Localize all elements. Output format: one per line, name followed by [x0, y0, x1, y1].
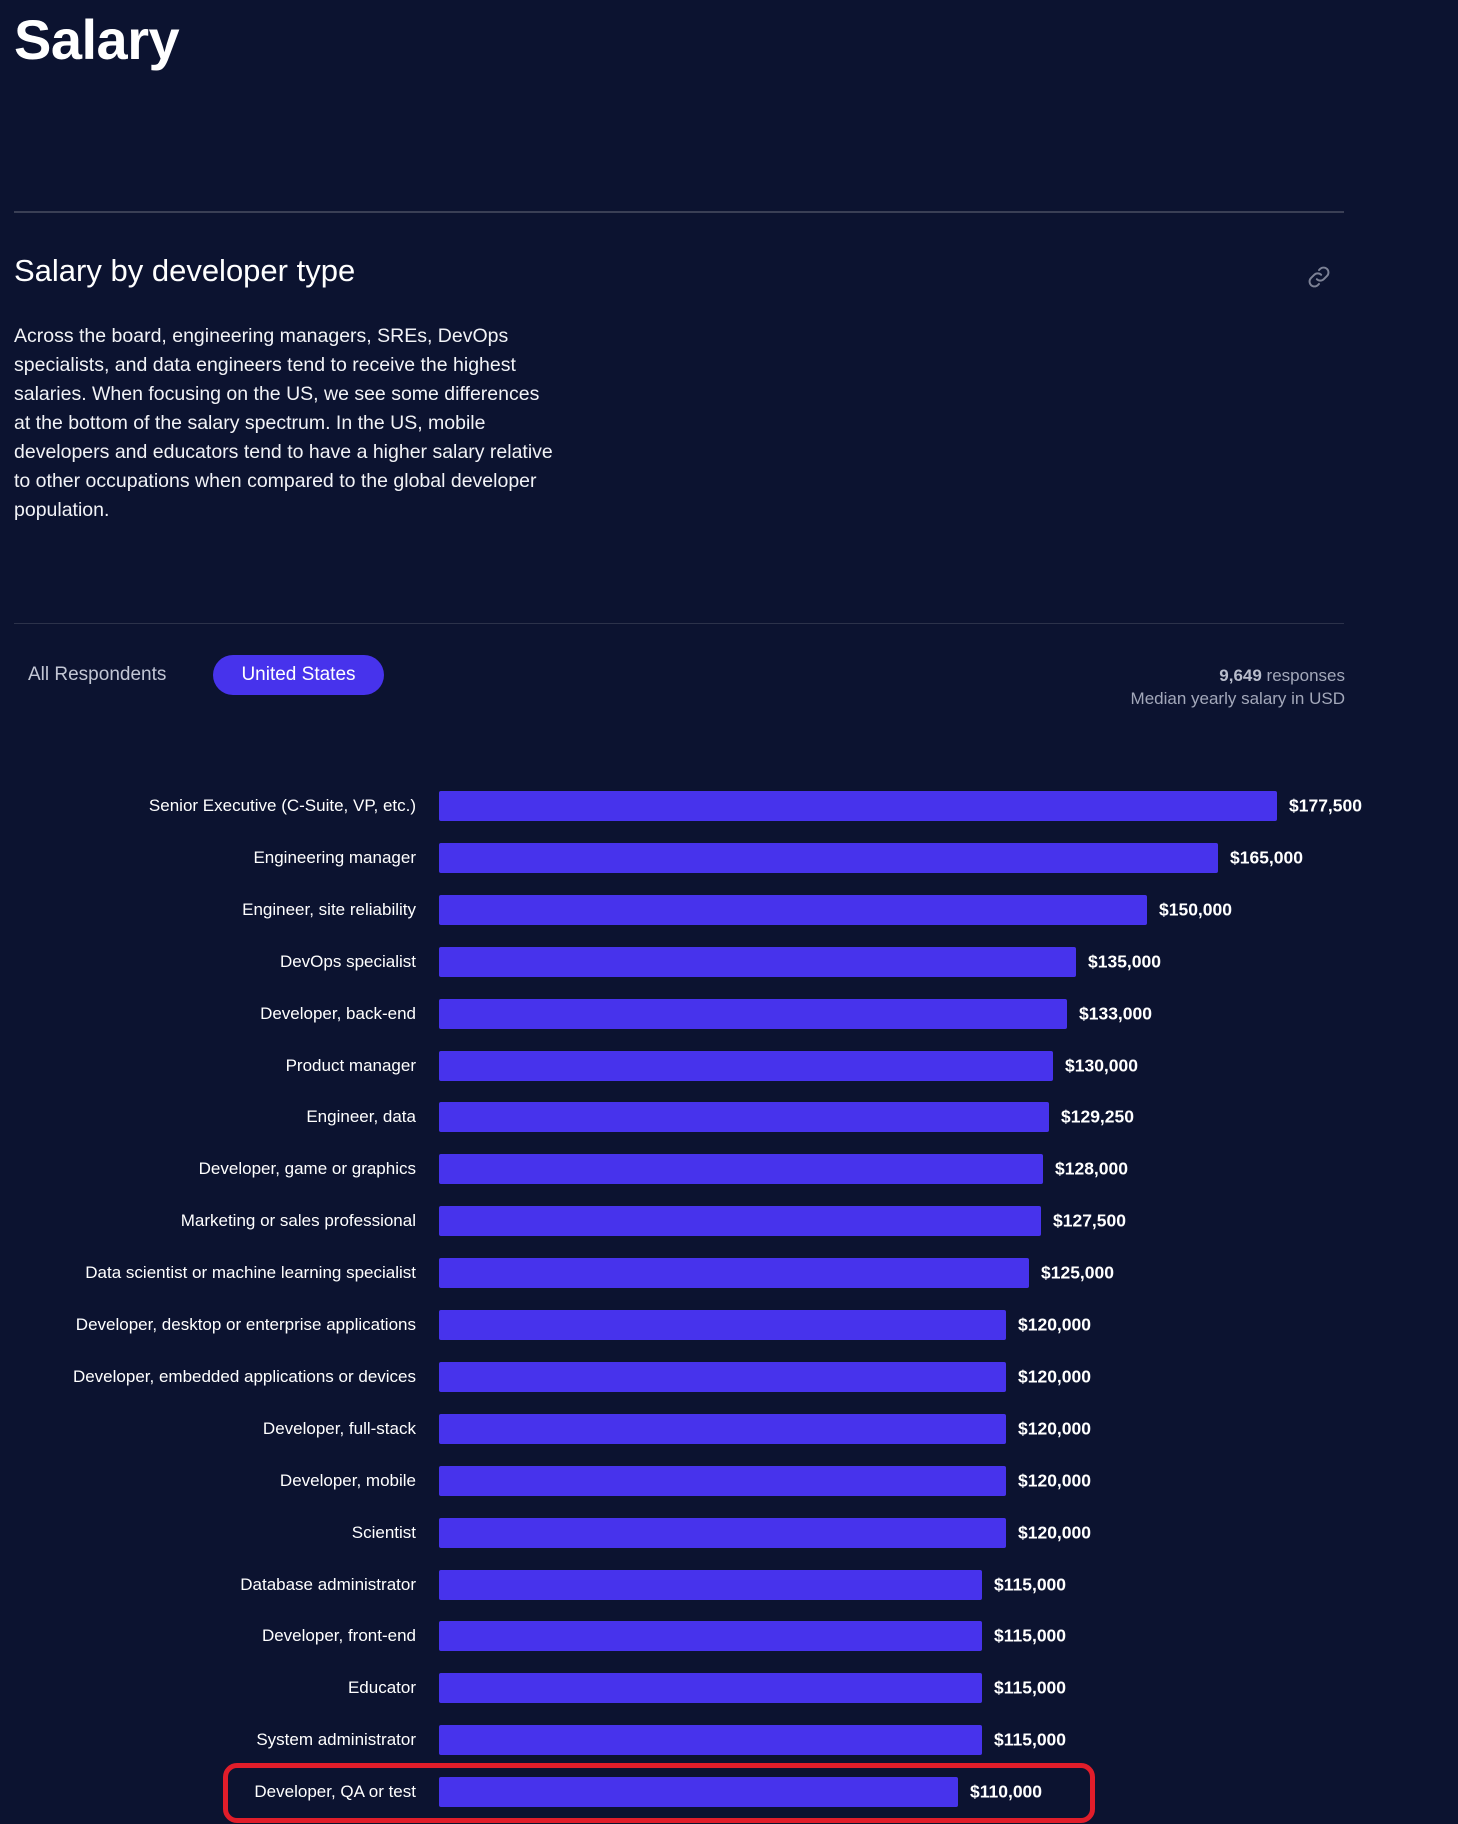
bar-category-label: Scientist [351, 1522, 416, 1542]
chart-row: Engineer, data $129,250 [0, 1091, 1458, 1143]
chart-row: Marketing or sales professional $127,500 [0, 1195, 1458, 1247]
chart-subtitle: Median yearly salary in USD [1130, 689, 1345, 708]
chart-row: Engineering manager $165,000 [0, 832, 1458, 884]
bar-category-label: Senior Executive (C-Suite, VP, etc.) [148, 796, 416, 815]
chart-divider [14, 623, 1344, 624]
bar[interactable] [439, 894, 1147, 925]
bar-category-label: Engineer, site reliability [242, 899, 416, 919]
chart-meta: 9,649 responses Median yearly salary in … [1131, 664, 1345, 710]
bar-value-label: $165,000 [1230, 847, 1303, 868]
chart-row: System administrator $115,000 [0, 1714, 1458, 1766]
page-title: Salary [14, 8, 180, 71]
bar[interactable] [439, 998, 1067, 1029]
bar-category-label: Engineer, data [306, 1107, 416, 1127]
bar-value-label: $127,500 [1053, 1210, 1126, 1231]
bar-value-label: $115,000 [994, 1625, 1067, 1646]
bar[interactable] [439, 1361, 1006, 1392]
bar-value-label: $130,000 [1065, 1055, 1138, 1075]
bar-value-label: $110,000 [970, 1781, 1043, 1802]
chart-row: Scientist $120,000 [0, 1507, 1458, 1559]
chart-row: Data scientist or machine learning speci… [0, 1247, 1458, 1299]
chart-row: Database administrator $115,000 [0, 1559, 1458, 1611]
chart-row: Developer, back-end $133,000 [0, 988, 1458, 1040]
chart-row: Developer, mobile $120,000 [0, 1455, 1458, 1507]
chart-row: Educator $115,000 [0, 1662, 1458, 1714]
bar[interactable] [439, 1725, 982, 1756]
section-description: Across the board, engineering managers, … [14, 325, 553, 521]
chart-row: DevOps specialist $135,000 [0, 936, 1458, 988]
bar[interactable] [439, 791, 1277, 821]
bar-value-label: $129,250 [1061, 1106, 1134, 1127]
chart-row: Developer, desktop or enterprise applica… [0, 1299, 1458, 1351]
bar-category-label: Developer, back-end [260, 1003, 416, 1023]
bar-category-label: Developer, front-end [261, 1626, 416, 1646]
bar[interactable] [439, 1310, 1006, 1340]
chart-row: Product manager $130,000 [0, 1040, 1458, 1092]
salary-bar-chart: Senior Executive (C-Suite, VP, etc.) $177… [0, 780, 1458, 1824]
bar-value-label: $115,000 [994, 1729, 1067, 1750]
bar-value-label: $128,000 [1055, 1158, 1128, 1179]
section-title: Salary by developer type [14, 253, 356, 288]
bar-category-label: Developer, full-stack [262, 1418, 416, 1438]
bar[interactable] [439, 1154, 1043, 1185]
bar-category-label: Marketing or sales professional [180, 1211, 416, 1231]
responses-line: 9,649 responses [1131, 664, 1345, 687]
bar[interactable] [439, 1102, 1049, 1133]
chart-row: Developer, embedded applications or devi… [0, 1351, 1458, 1403]
bar[interactable] [439, 1621, 982, 1652]
bar-category-label: Developer, game or graphics [198, 1159, 416, 1179]
tab-united-states[interactable]: United States [213, 655, 384, 695]
bar-category-label: Educator [347, 1678, 416, 1698]
bar[interactable] [439, 1569, 982, 1600]
responses-count: 9,649 [1219, 666, 1262, 685]
bar[interactable] [439, 1050, 1053, 1081]
section-divider [14, 211, 1344, 213]
bar-value-label: $177,500 [1289, 795, 1362, 816]
bar[interactable] [439, 1673, 982, 1704]
bar-category-label: Developer, desktop or enterprise applica… [75, 1315, 416, 1334]
bar-category-label: Developer, mobile [279, 1470, 416, 1490]
bar-value-label: $120,000 [1018, 1314, 1091, 1335]
bar-value-label: $133,000 [1079, 1003, 1152, 1024]
bar-value-label: $150,000 [1159, 899, 1232, 920]
responses-label: responses [1261, 666, 1345, 685]
chart-row: Developer, QA or test $110,000 [0, 1766, 1458, 1818]
bar-category-label: System administrator [256, 1730, 416, 1750]
bar[interactable] [439, 1777, 958, 1808]
bar-value-label: $120,000 [1018, 1470, 1091, 1491]
chart-row: Developer, game or graphics $128,000 [0, 1143, 1458, 1195]
bar[interactable] [439, 946, 1076, 977]
bar-category-label: Developer, embedded applications or devi… [72, 1366, 416, 1386]
bar-value-label: $125,000 [1041, 1262, 1114, 1283]
bar-value-label: $115,000 [994, 1574, 1067, 1594]
bar[interactable] [439, 842, 1218, 873]
bar-value-label: $115,000 [994, 1677, 1067, 1698]
bar-category-label: Developer, QA or test [254, 1782, 416, 1802]
chart-row: Senior Executive (C-Suite, VP, etc.) $177… [0, 780, 1458, 832]
chart-row: Developer, front-end $115,000 [0, 1610, 1458, 1662]
bar[interactable] [439, 1206, 1041, 1237]
bar-value-label: $120,000 [1018, 1522, 1091, 1543]
chart-row: Developer, full-stack $120,000 [0, 1403, 1458, 1455]
bar[interactable] [439, 1517, 1006, 1548]
bar-value-label: $120,000 [1018, 1418, 1091, 1439]
bar-category-label: DevOps specialist [279, 951, 416, 971]
bar-category-label: Product manager [285, 1055, 416, 1075]
bar-value-label: $120,000 [1018, 1366, 1091, 1387]
bar-category-label: Database administrator [240, 1574, 416, 1594]
chart-row: Engineer, site reliability $150,000 [0, 884, 1458, 936]
bar[interactable] [439, 1258, 1029, 1289]
bar[interactable] [439, 1413, 1006, 1444]
bar-category-label: Data scientist or machine learning speci… [85, 1263, 416, 1283]
bar-category-label: Engineering manager [253, 847, 416, 867]
link-icon[interactable] [1306, 264, 1332, 290]
tab-all-respondents[interactable]: All Respondents [28, 664, 167, 685]
bar[interactable] [439, 1465, 1006, 1496]
bar-value-label: $135,000 [1088, 951, 1161, 972]
